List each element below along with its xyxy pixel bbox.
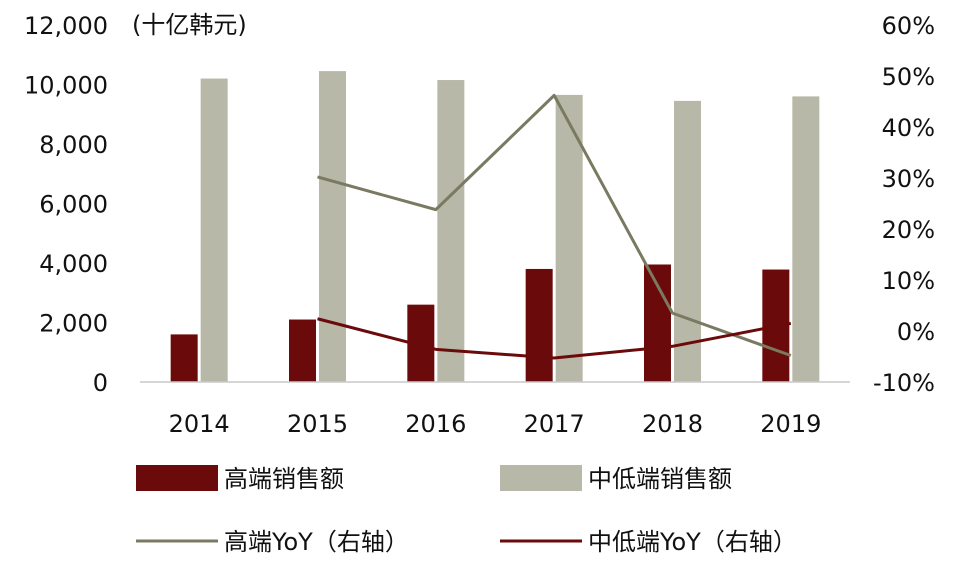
legend-item: 中低端销售额 — [500, 465, 732, 493]
bar-mid-low-2018 — [674, 100, 701, 383]
legend-label: 高端YoY（右轴） — [224, 528, 409, 556]
left-axis-ticks: 0 2,000 4,000 6,000 8,000 10,000 12,000 — [24, 12, 108, 397]
x-tick-label: 2019 — [760, 410, 821, 438]
left-tick-label: 10,000 — [24, 72, 108, 100]
right-tick-label: 60% — [882, 12, 935, 40]
bar-mid-low-2014 — [200, 78, 228, 383]
bar-high-2018 — [644, 264, 671, 382]
legend-item: 高端销售额 — [136, 465, 344, 493]
line-high-yoy — [317, 93, 792, 357]
legend-item: 中低端YoY（右轴） — [500, 528, 797, 556]
x-tick-label: 2016 — [405, 410, 466, 438]
right-axis-ticks: -10% 0% 10% 20% 30% 40% 50% 60% — [873, 12, 935, 397]
x-tick-label: 2015 — [287, 410, 348, 438]
right-tick-label: -10% — [873, 369, 935, 397]
left-tick-label: 6,000 — [39, 191, 108, 219]
right-tick-label: 40% — [882, 114, 935, 142]
bar-mid-low-2016 — [437, 80, 465, 382]
bar-mid-low-2017 — [555, 94, 583, 382]
left-tick-label: 0 — [93, 369, 108, 397]
line-mid-low-yoy — [317, 317, 792, 360]
lines — [317, 93, 792, 360]
bar-mid-low-2015 — [319, 71, 346, 383]
left-tick-label: 2,000 — [39, 310, 108, 338]
legend-item: 高端YoY（右轴） — [136, 528, 409, 556]
left-tick-label: 4,000 — [39, 250, 108, 278]
left-tick-label: 12,000 — [24, 12, 108, 40]
left-tick-label: 8,000 — [39, 131, 108, 159]
x-tick-label: 2018 — [642, 410, 703, 438]
legend-swatch — [500, 465, 582, 491]
x-tick-label: 2014 — [169, 410, 230, 438]
right-tick-label: 0% — [897, 318, 935, 346]
right-tick-label: 30% — [882, 165, 935, 193]
bar-high-2015 — [289, 319, 316, 382]
right-tick-label: 20% — [882, 216, 935, 244]
legend-label: 中低端YoY（右轴） — [588, 528, 797, 556]
legend-label: 高端销售额 — [224, 465, 344, 493]
x-axis-ticks: 2014 2015 2016 2017 2018 2019 — [169, 410, 822, 438]
unit-label: (十亿韩元) — [132, 11, 247, 39]
bar-mid-low-2019 — [792, 96, 820, 383]
right-tick-label: 50% — [882, 63, 935, 91]
right-tick-label: 10% — [882, 267, 935, 295]
x-tick-label: 2017 — [524, 410, 585, 438]
bar-high-2017 — [525, 268, 553, 382]
legend-label: 中低端销售额 — [588, 465, 732, 493]
legend-swatch — [136, 465, 218, 491]
bar-high-2014 — [170, 334, 198, 382]
